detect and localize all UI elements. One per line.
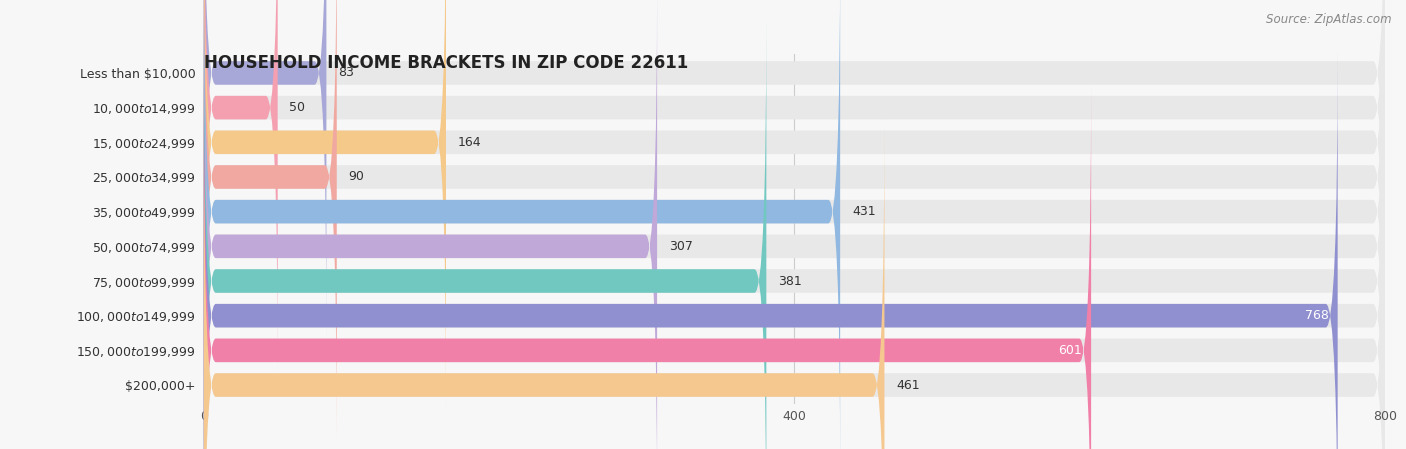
Text: 83: 83 [339, 66, 354, 79]
FancyBboxPatch shape [204, 50, 1385, 449]
FancyBboxPatch shape [204, 119, 884, 449]
Text: 431: 431 [852, 205, 876, 218]
FancyBboxPatch shape [204, 50, 1337, 449]
Text: 461: 461 [896, 379, 920, 392]
FancyBboxPatch shape [204, 85, 1385, 449]
Text: 50: 50 [290, 101, 305, 114]
FancyBboxPatch shape [204, 85, 1091, 449]
Text: 90: 90 [349, 171, 364, 184]
Text: HOUSEHOLD INCOME BRACKETS IN ZIP CODE 22611: HOUSEHOLD INCOME BRACKETS IN ZIP CODE 22… [204, 54, 688, 72]
FancyBboxPatch shape [204, 0, 1385, 373]
FancyBboxPatch shape [204, 0, 841, 449]
FancyBboxPatch shape [204, 0, 326, 339]
Text: 601: 601 [1059, 344, 1083, 357]
FancyBboxPatch shape [204, 0, 446, 408]
FancyBboxPatch shape [204, 0, 1385, 449]
FancyBboxPatch shape [204, 0, 1385, 449]
FancyBboxPatch shape [204, 0, 337, 443]
FancyBboxPatch shape [204, 0, 1385, 339]
FancyBboxPatch shape [204, 15, 766, 449]
FancyBboxPatch shape [204, 15, 1385, 449]
FancyBboxPatch shape [204, 119, 1385, 449]
Text: 164: 164 [458, 136, 481, 149]
Text: 381: 381 [778, 274, 801, 287]
FancyBboxPatch shape [204, 0, 1385, 443]
FancyBboxPatch shape [204, 0, 1385, 408]
Text: 307: 307 [669, 240, 693, 253]
FancyBboxPatch shape [204, 0, 657, 449]
Text: Source: ZipAtlas.com: Source: ZipAtlas.com [1267, 13, 1392, 26]
FancyBboxPatch shape [204, 0, 278, 373]
Text: 768: 768 [1305, 309, 1329, 322]
